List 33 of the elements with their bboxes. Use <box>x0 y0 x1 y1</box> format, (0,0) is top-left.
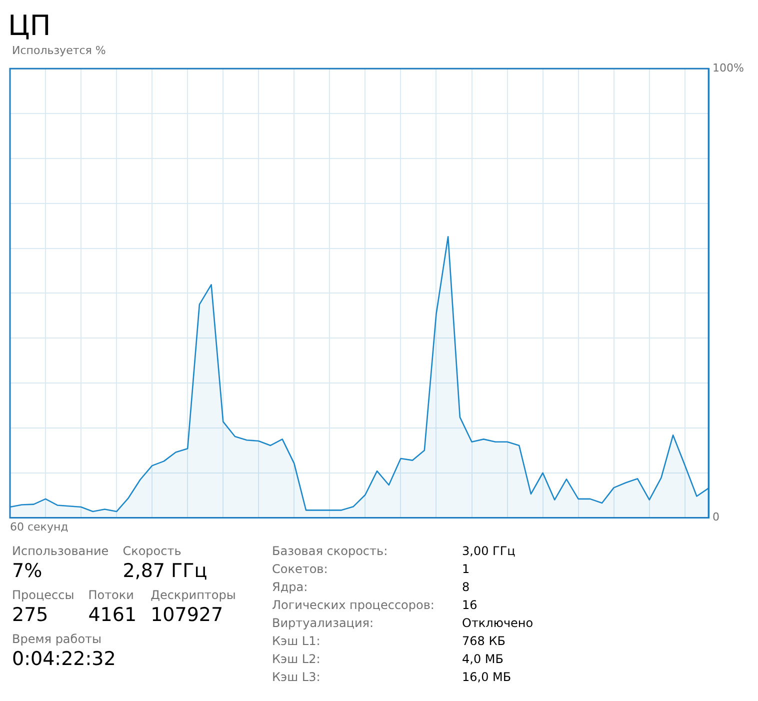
text: Процессы <box>12 588 74 602</box>
y-tick-label: 0 <box>712 510 720 524</box>
text: Кэш L3: <box>272 670 322 686</box>
text: Время работы <box>12 632 102 646</box>
text: Кэш L2: <box>272 652 322 668</box>
y-axis-title: Используется % <box>12 44 107 58</box>
text: Дескрипторы <box>150 588 236 602</box>
text: Использование <box>12 544 109 558</box>
text: 3,00 ГГц <box>462 544 516 560</box>
text: Виртуализация: <box>272 616 375 632</box>
text: Отключено <box>462 616 534 632</box>
y-tick-label: 100% <box>712 61 744 74</box>
text: 16 <box>462 598 478 614</box>
text: Базовая скорость: <box>272 544 389 560</box>
text: 2,87 ГГц <box>122 560 208 582</box>
chart-title: ЦП <box>8 8 52 44</box>
text: 8 <box>462 580 470 596</box>
text: 16,0 МБ <box>462 670 512 686</box>
text: Кэш L1: <box>272 634 322 650</box>
text: 4,0 МБ <box>462 652 504 668</box>
text: 275 <box>12 604 50 626</box>
text: Ядра: <box>272 580 309 596</box>
text: Скорость <box>122 544 182 558</box>
text: Логических процессоров: <box>272 598 436 614</box>
text: Потоки <box>88 588 135 602</box>
text: Сокетов: <box>272 562 329 578</box>
x-axis-title: 60 секунд <box>10 520 69 534</box>
text: 7% <box>12 560 44 582</box>
text: 107927 <box>150 604 224 626</box>
text: 768 КБ <box>462 634 506 650</box>
text: 4161 <box>88 604 137 626</box>
text: 1 <box>462 562 470 578</box>
text: 0:04:22:32 <box>12 648 116 670</box>
